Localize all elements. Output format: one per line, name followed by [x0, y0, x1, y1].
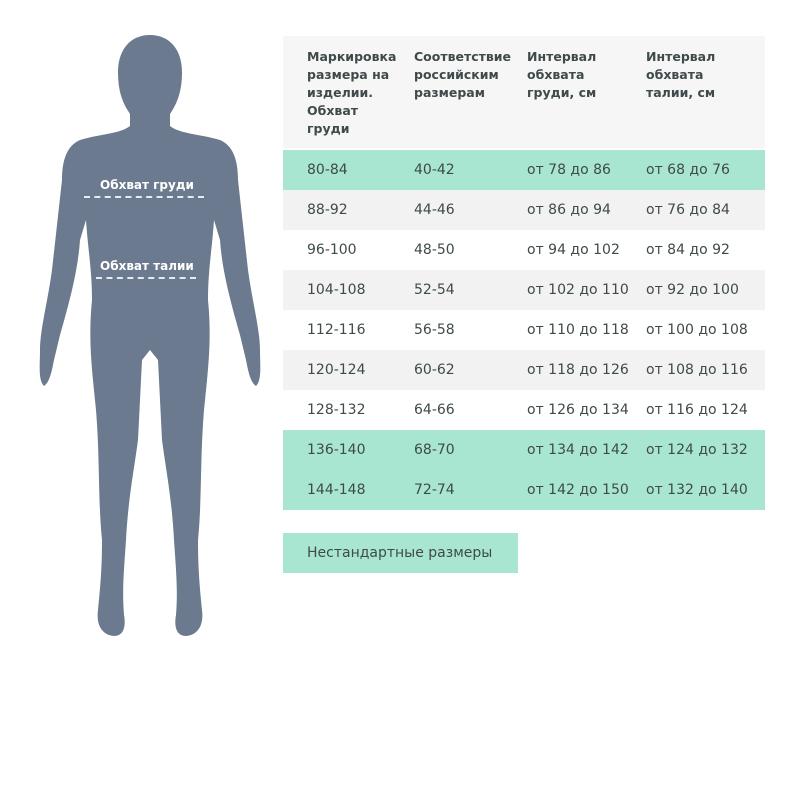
table-cell: от 76 до 84 [646, 202, 730, 218]
body-silhouette: Обхват груди Обхват талии [30, 30, 270, 650]
table-cell: 144-148 [307, 482, 366, 498]
table-row: 80-84 40-42 от 78 до 86 от 68 до 76 [283, 150, 765, 190]
table-cell: 120-124 [307, 362, 366, 378]
table-header: Маркировка размера на изделии. Обхват гр… [283, 36, 765, 148]
table-row: 136-140 68-70 от 134 до 142 от 124 до 132 [283, 430, 765, 470]
table-cell: 40-42 [414, 162, 455, 178]
table-row: 144-148 72-74 от 142 до 150 от 132 до 140 [283, 470, 765, 510]
header-waist: Интервал обхвата талии, см [646, 49, 716, 100]
waist-line [96, 277, 196, 279]
table-cell: 60-62 [414, 362, 455, 378]
chest-label: Обхват груди [100, 178, 194, 192]
table-cell: 68-70 [414, 442, 455, 458]
table-cell: 64-66 [414, 402, 455, 418]
table-cell: от 132 до 140 [646, 482, 748, 498]
table-row: 112-116 56-58 от 110 до 118 от 100 до 108 [283, 310, 765, 350]
table-cell: 128-132 [307, 402, 366, 418]
table-cell: от 86 до 94 [527, 202, 611, 218]
header-russian-size: Соответствие российским размерам [414, 49, 512, 100]
table-row: 96-100 48-50 от 94 до 102 от 84 до 92 [283, 230, 765, 270]
table-row: 88-92 44-46 от 86 до 94 от 76 до 84 [283, 190, 765, 230]
table-cell: от 94 до 102 [527, 242, 620, 258]
table-cell: от 92 до 100 [646, 282, 739, 298]
table-cell: от 84 до 92 [646, 242, 730, 258]
table-cell: от 118 до 126 [527, 362, 629, 378]
table-cell: от 110 до 118 [527, 322, 629, 338]
table-cell: 44-46 [414, 202, 455, 218]
header-chest: Интервал обхвата груди, см [527, 49, 597, 100]
table-cell: от 68 до 76 [646, 162, 730, 178]
table-cell: 48-50 [414, 242, 455, 258]
table-cell: от 124 до 132 [646, 442, 748, 458]
waist-label: Обхват талии [100, 259, 194, 273]
table-cell: 104-108 [307, 282, 366, 298]
table-cell: от 116 до 124 [646, 402, 748, 418]
table-cell: 136-140 [307, 442, 366, 458]
table-cell: от 102 до 110 [527, 282, 629, 298]
table-cell: 72-74 [414, 482, 455, 498]
table-row: 104-108 52-54 от 102 до 110 от 92 до 100 [283, 270, 765, 310]
table-cell: 80-84 [307, 162, 348, 178]
table-row: 128-132 64-66 от 126 до 134 от 116 до 124 [283, 390, 765, 430]
table-cell: 112-116 [307, 322, 366, 338]
size-table: Маркировка размера на изделии. Обхват гр… [283, 36, 765, 510]
human-figure-icon [39, 35, 261, 636]
chest-line [84, 196, 204, 198]
table-cell: 56-58 [414, 322, 455, 338]
table-row: 120-124 60-62 от 118 до 126 от 108 до 116 [283, 350, 765, 390]
table-cell: от 108 до 116 [646, 362, 748, 378]
table-cell: 96-100 [307, 242, 357, 258]
table-cell: 88-92 [307, 202, 348, 218]
table-cell: от 126 до 134 [527, 402, 629, 418]
non-standard-sizes-button[interactable]: Нестандартные размеры [283, 533, 518, 573]
table-cell: от 134 до 142 [527, 442, 629, 458]
header-marking: Маркировка размера на изделии. Обхват гр… [307, 49, 397, 136]
table-cell: от 78 до 86 [527, 162, 611, 178]
table-cell: от 100 до 108 [646, 322, 748, 338]
table-cell: 52-54 [414, 282, 455, 298]
table-cell: от 142 до 150 [527, 482, 629, 498]
